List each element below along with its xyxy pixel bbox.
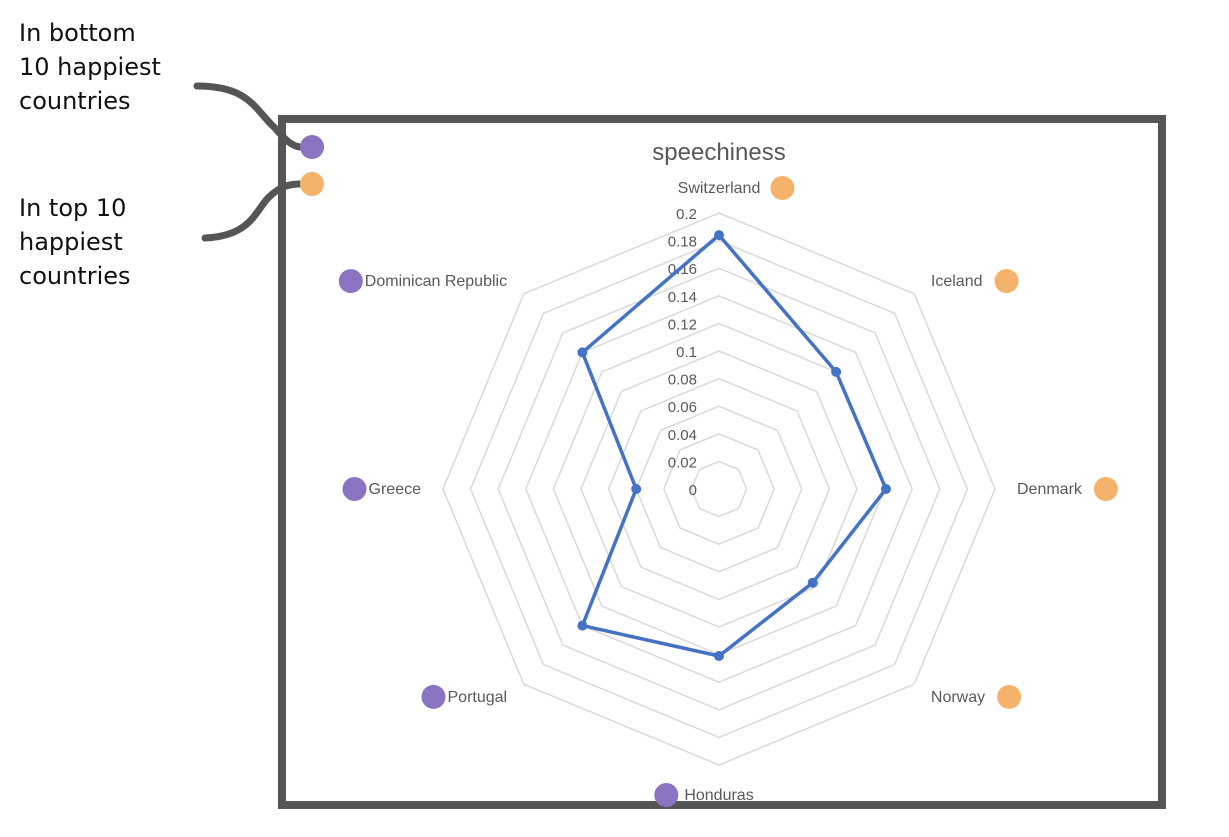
grid-ring bbox=[580, 350, 858, 628]
tick-label: 0.1 bbox=[676, 344, 697, 361]
tick-label: 0.2 bbox=[676, 206, 697, 223]
legend-top-marker bbox=[300, 172, 324, 196]
grid-ring bbox=[607, 377, 831, 601]
grid-ring bbox=[469, 239, 969, 739]
category-label: Denmark bbox=[1017, 481, 1083, 498]
category-label: Iceland bbox=[931, 273, 983, 290]
chart-title: speechiness bbox=[652, 139, 785, 166]
category-marker-bottom bbox=[654, 783, 679, 807]
tick-label: 0.18 bbox=[668, 234, 697, 251]
category-marker-bottom bbox=[338, 269, 363, 294]
category-label: Dominican Republic bbox=[365, 273, 507, 290]
legend-top-label: In top 10 happiest countries bbox=[19, 194, 131, 290]
grid-ring bbox=[524, 294, 914, 684]
connector-bottom bbox=[193, 82, 304, 151]
chart-frame bbox=[278, 115, 1166, 809]
category-marker-top bbox=[994, 269, 1019, 294]
category-label: Norway bbox=[931, 689, 985, 706]
data-point bbox=[577, 347, 588, 358]
data-point bbox=[807, 577, 818, 588]
data-point bbox=[714, 230, 724, 241]
category-label: Honduras bbox=[684, 787, 753, 804]
tick-label: 0.02 bbox=[668, 454, 697, 471]
tick-label: 0.12 bbox=[668, 316, 697, 333]
tick-label: 0.04 bbox=[668, 427, 697, 444]
category-marker-bottom bbox=[421, 684, 446, 709]
category-marker-top bbox=[770, 176, 795, 200]
category-marker-top bbox=[1093, 477, 1118, 501]
category-label: Portugal bbox=[448, 689, 508, 706]
tick-label: 0.14 bbox=[668, 289, 697, 306]
legend-bottom-label: In bottom 10 happiest countries bbox=[19, 19, 161, 115]
grid-ring bbox=[635, 405, 803, 573]
category-label: Switzerland bbox=[678, 180, 761, 197]
tick-label: 0 bbox=[689, 482, 697, 499]
legend-bottom-marker bbox=[300, 135, 324, 159]
data-point bbox=[831, 366, 842, 377]
category-marker-top bbox=[997, 684, 1022, 709]
tick-label: 0.08 bbox=[668, 372, 697, 389]
connector-top bbox=[201, 180, 304, 242]
grid-ring bbox=[497, 267, 941, 711]
category-marker-bottom bbox=[342, 477, 367, 501]
data-point bbox=[631, 484, 642, 494]
data-point bbox=[577, 620, 588, 631]
tick-label: 0.06 bbox=[668, 399, 697, 416]
category-label: Greece bbox=[369, 481, 422, 498]
data-point bbox=[881, 484, 891, 494]
data-point bbox=[714, 651, 724, 661]
grid-ring bbox=[690, 460, 748, 518]
grid-ring bbox=[442, 212, 996, 766]
grid-ring bbox=[662, 432, 776, 546]
